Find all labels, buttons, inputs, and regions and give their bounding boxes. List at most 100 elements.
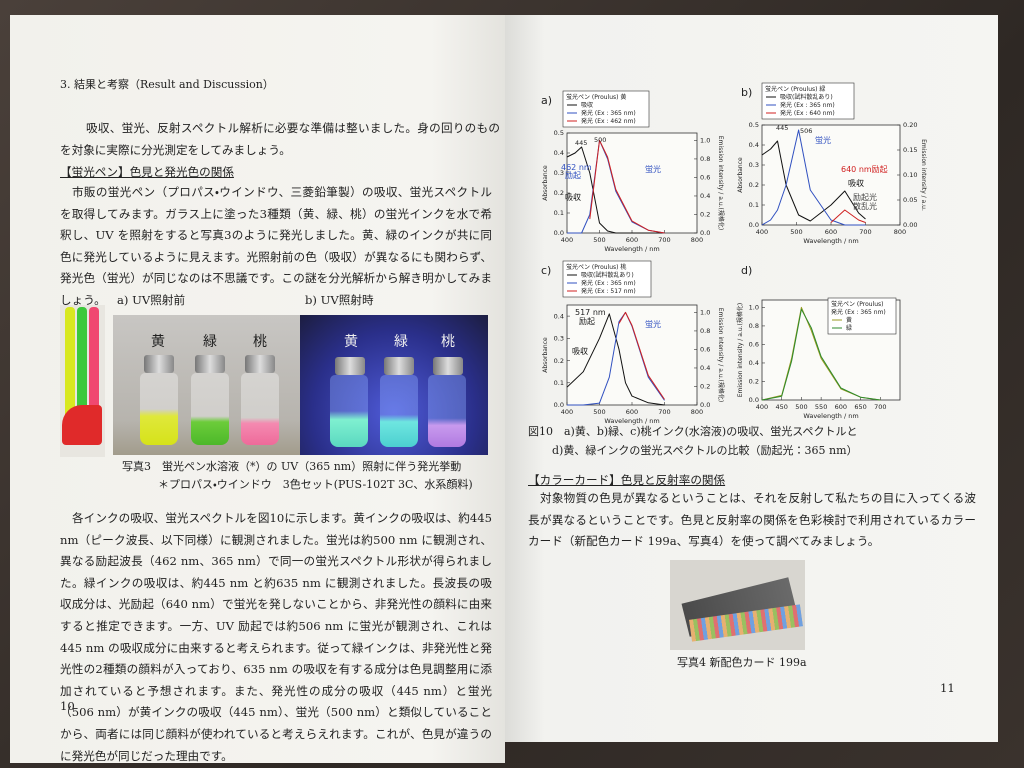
y2-tick-label: 0.20 — [903, 121, 917, 129]
x-tick-label: 600 — [835, 403, 847, 411]
y2-tick-label: 0.8 — [700, 155, 710, 163]
series-line — [830, 209, 866, 223]
y2-tick-label: 1.0 — [700, 309, 710, 317]
legend-box — [761, 82, 855, 120]
legend-box — [562, 260, 652, 298]
annotation: 462 nm — [561, 163, 592, 172]
bottle — [241, 373, 279, 445]
plot-frame — [566, 132, 698, 234]
x-tick-label: 400 — [561, 408, 573, 416]
legend-entry: 発光 (Ex : 462 nm) — [581, 117, 636, 125]
legend-entry: 黄 — [846, 316, 852, 324]
annotation: 吸収 — [848, 179, 864, 188]
y2-tick-label: 0.0 — [700, 229, 710, 237]
bottle-label: 緑 — [394, 334, 408, 350]
body: 各インクの吸収、蛍光スペクトルを図10に示します。黄インクの吸収は、約445 n… — [60, 511, 492, 763]
bottle-label: 黄 — [151, 334, 165, 350]
legend-entry: 発光 (Ex : 365 nm) — [780, 101, 835, 109]
photo-caption: ＊プロパス・ウインドウ 3色セット(PUS-102T 3C、水系顔料) — [158, 478, 473, 491]
plot-frame — [761, 124, 901, 226]
x-tick-label: 800 — [691, 236, 703, 244]
color-card-photo — [670, 560, 805, 650]
chart: d) 400 450 500 550 600 650 700 0.0 0.2 0.4 0.6 0.8 1.… — [736, 264, 901, 420]
panel-label: d) — [741, 264, 752, 277]
y-tick-label: 0.1 — [749, 201, 759, 209]
series-line — [761, 308, 881, 401]
y2-tick-label: 0.10 — [903, 171, 917, 179]
x-tick-label: 400 — [756, 228, 768, 236]
y2-tick-label: 0.15 — [903, 146, 917, 154]
section-title: 【蛍光ペン】色見と発光色の関係 — [60, 165, 234, 179]
photo-caption: 写真3 蛍光ペン水溶液（*）の UV（365 nm）照射に伴う発光挙動 — [122, 460, 462, 473]
y-tick-label: 0.4 — [749, 141, 759, 149]
annotation: 吸収 — [565, 193, 581, 202]
y-tick-label: 0.0 — [554, 401, 564, 409]
page-number: 11 — [940, 681, 955, 695]
x-tick-label: 600 — [825, 228, 837, 236]
y-tick-label: 0.4 — [554, 312, 564, 320]
legend-entry: 発光 (Ex : 365 nm) — [581, 279, 636, 287]
x-tick-label: 550 — [815, 403, 827, 411]
y-tick-label: 0.4 — [749, 359, 759, 367]
annotation: 640 nm励起 — [841, 165, 888, 174]
series-line — [761, 140, 866, 222]
y2-axis-label: Emission intensity / a.u.(規格化) — [717, 136, 725, 230]
annotation: 励起光 — [853, 192, 877, 202]
x-axis-label: Wavelength / nm — [803, 412, 858, 420]
legend-entry: 緑 — [846, 324, 852, 332]
y2-tick-label: 0.8 — [700, 327, 710, 335]
y-tick-label: 0.1 — [554, 379, 564, 387]
legend-entry: 発光 (Ex : 640 nm) — [780, 109, 835, 117]
panel-label: a) — [541, 94, 552, 107]
x-tick-label: 500 — [795, 403, 807, 411]
y-tick-label: 0.0 — [749, 221, 759, 229]
x-axis-label: Wavelength / nm — [604, 417, 659, 425]
x-axis-label: Wavelength / nm — [604, 245, 659, 253]
series-line — [761, 129, 866, 226]
panel-label: b) — [741, 86, 752, 99]
y2-tick-label: 0.2 — [700, 383, 710, 391]
y-tick-label: 0.3 — [554, 169, 564, 177]
legend-title: 蛍光ペン (Proulus) — [831, 300, 884, 308]
page-number: 10 — [60, 699, 75, 713]
y-tick-label: 0.4 — [554, 149, 564, 157]
y2-axis-label: Emission intensity / a.u.(規格化) — [717, 308, 725, 402]
x-tick-label: 700 — [658, 236, 670, 244]
plot-frame — [566, 304, 698, 406]
series-line — [566, 146, 665, 234]
panel-label: c) — [541, 264, 551, 277]
x-tick-label: 700 — [874, 403, 886, 411]
annotation: 励起 — [565, 171, 581, 180]
annotation: 蛍光 — [815, 135, 831, 145]
bottle-label: 桃 — [441, 334, 455, 350]
photo-label: b) UV照射時 — [305, 293, 374, 307]
annotation: 蛍光 — [645, 319, 661, 329]
annotation: 吸収 — [572, 347, 588, 356]
photo-label: a) UV照射前 — [117, 293, 186, 307]
y-tick-label: 0.0 — [554, 229, 564, 237]
legend-title: 蛍光ペン (Proulus) 緑 — [765, 85, 825, 93]
y2-tick-label: 0.4 — [700, 364, 710, 372]
y-tick-label: 0.2 — [554, 189, 564, 197]
series-line — [618, 311, 665, 400]
section-body: 対象物質の色見が異なるということは、それを反射して私たちの目に入ってくる波長が異… — [528, 491, 976, 549]
y2-tick-label: 0.4 — [700, 192, 710, 200]
y2-axis-label: Emission intensity / a.u. — [920, 139, 927, 211]
bottle-label: 緑 — [203, 334, 217, 350]
heading: 3. 結果と考察（Result and Discussion） — [60, 78, 274, 91]
annotation: 励起 — [579, 317, 595, 326]
legend-box — [562, 90, 650, 128]
y-tick-label: 0.2 — [749, 378, 759, 386]
x-tick-label: 500 — [593, 236, 605, 244]
y-tick-label: 0.2 — [554, 357, 564, 365]
y2-tick-label: 0.05 — [903, 196, 917, 204]
x-tick-label: 700 — [658, 408, 670, 416]
x-tick-label: 400 — [756, 403, 768, 411]
annotation: 445 — [575, 139, 587, 147]
y2-tick-label: 0.0 — [700, 401, 710, 409]
bottle-label: 黄 — [344, 334, 358, 350]
x-tick-label: 800 — [691, 408, 703, 416]
y-tick-label: 0.6 — [749, 341, 759, 349]
annotation: 500 — [594, 136, 606, 144]
y-axis-label: Emission intensity / a.u.(規格化) — [736, 303, 744, 397]
